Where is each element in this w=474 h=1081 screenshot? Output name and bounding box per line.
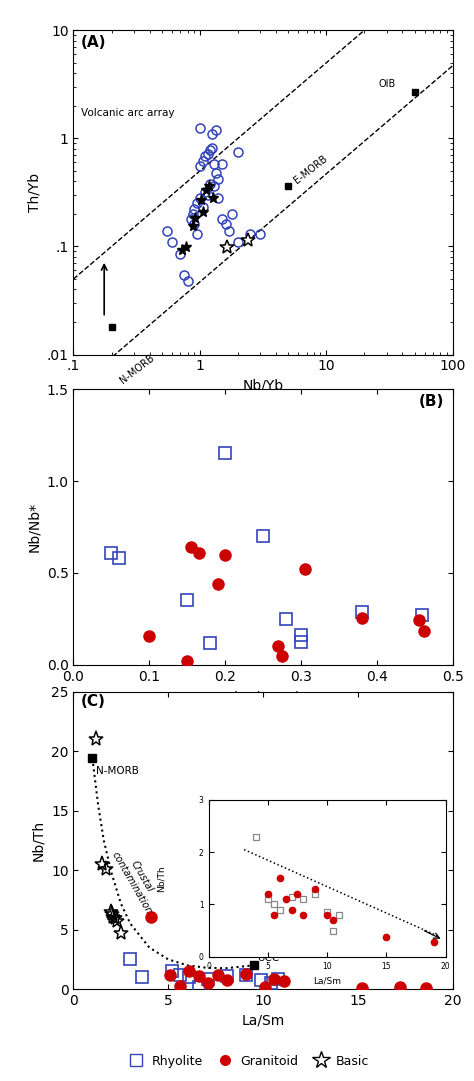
Text: E-MORB: E-MORB [292, 154, 329, 186]
Text: (A): (A) [81, 35, 107, 50]
Legend: Rhyolite, Granitoid, Basic: Rhyolite, Granitoid, Basic [119, 1050, 374, 1072]
X-axis label: La/Sm: La/Sm [313, 976, 341, 985]
Y-axis label: Nb/Nb*: Nb/Nb* [27, 502, 41, 552]
Y-axis label: Th/Yb: Th/Yb [27, 173, 41, 212]
Text: (B): (B) [419, 393, 444, 409]
Text: Volcanic arc array: Volcanic arc array [81, 108, 174, 118]
Text: N-MORB: N-MORB [96, 765, 139, 776]
Text: (C): (C) [81, 694, 106, 709]
X-axis label: TiO$_2$(wt.%): TiO$_2$(wt.%) [225, 690, 301, 707]
X-axis label: La/Sm: La/Sm [241, 1014, 285, 1028]
Text: N-MORB: N-MORB [118, 352, 156, 386]
Text: UCC: UCC [257, 952, 280, 962]
Y-axis label: Nb/Th: Nb/Th [157, 865, 166, 892]
Y-axis label: Nb/Th: Nb/Th [31, 819, 46, 862]
Text: Crustal
contamination: Crustal contamination [110, 844, 164, 916]
Text: OIB: OIB [379, 79, 396, 90]
X-axis label: Nb/Yb: Nb/Yb [243, 379, 283, 393]
